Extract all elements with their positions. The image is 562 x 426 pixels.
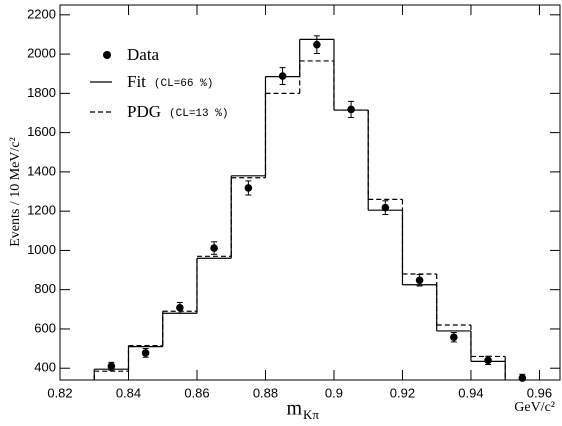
- y-tick-label: 2000: [27, 46, 56, 61]
- x-tick-label: 0.94: [458, 385, 483, 400]
- x-tick-label: 0.82: [47, 385, 72, 400]
- data-point: [107, 362, 116, 371]
- y-tick-label: 1000: [27, 242, 56, 257]
- data-point: [484, 356, 492, 365]
- y-tick-label: 800: [34, 281, 56, 296]
- x-tick-label: 0.9: [325, 385, 343, 400]
- y-tick-label: 600: [34, 320, 56, 335]
- data-point: [347, 105, 355, 114]
- data-point: [141, 349, 150, 357]
- legend-note: (CL=66 %): [154, 78, 213, 90]
- x-tick-label: 0.86: [184, 385, 209, 400]
- y-axis-label: Events / 10 MeV/c²: [8, 137, 23, 247]
- y-tick-label: 400: [34, 360, 56, 375]
- legend-label: Data: [127, 45, 160, 64]
- x-tick-label: 0.84: [116, 385, 141, 400]
- data-point: [450, 333, 458, 341]
- y-tick-label: 1600: [27, 124, 56, 139]
- y-tick-label: 1400: [27, 163, 56, 178]
- x-axis-label: m: [286, 398, 302, 420]
- data-point: [518, 374, 527, 382]
- legend-label: PDG: [127, 102, 161, 121]
- x-axis-unit: GeV/c²: [514, 400, 555, 415]
- legend-label: Fit: [127, 72, 146, 91]
- data-point: [244, 184, 253, 192]
- plot-frame: [59, 4, 561, 381]
- x-tick-label: 0.92: [390, 385, 415, 400]
- data-point: [415, 276, 424, 285]
- y-tick-label: 1800: [27, 85, 56, 100]
- x-tick-label: 0.96: [527, 385, 552, 400]
- data-point: [278, 72, 287, 80]
- data-point: [381, 203, 390, 212]
- data-point: [313, 40, 321, 49]
- x-axis-label-sub: Kπ: [303, 407, 319, 422]
- legend-note: (CL=13 %): [169, 108, 228, 120]
- x-tick-label: 0.88: [253, 385, 278, 400]
- y-tick-label: 2200: [27, 6, 56, 21]
- legend-marker: [103, 51, 111, 59]
- data-point: [176, 303, 184, 312]
- data-point: [210, 244, 218, 252]
- y-tick-label: 1200: [27, 203, 56, 218]
